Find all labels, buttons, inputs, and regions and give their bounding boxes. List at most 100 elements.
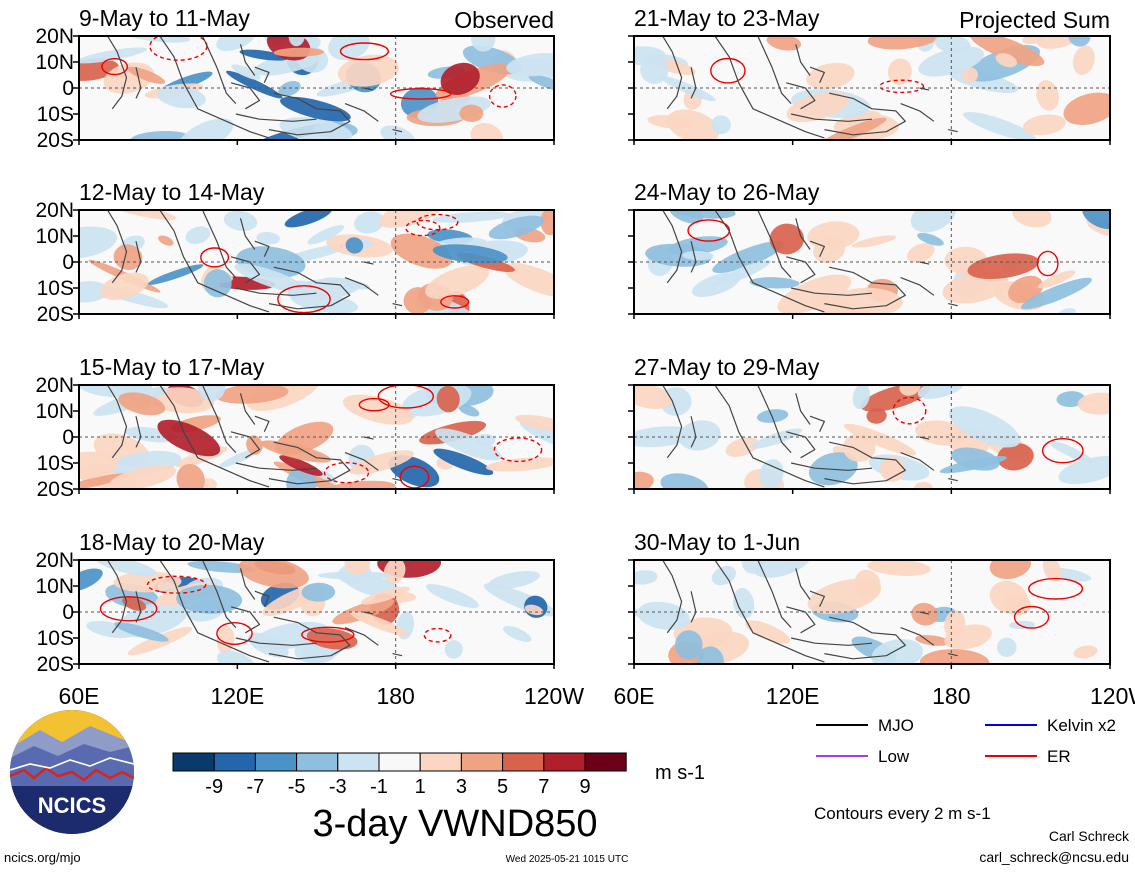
- positive-anomaly: [348, 450, 414, 475]
- coastline: [757, 385, 792, 454]
- panel-group-label: Observed: [454, 7, 554, 33]
- latitude-label: 0: [62, 77, 74, 100]
- coastline: [268, 441, 351, 485]
- negative-anomaly: [1081, 210, 1110, 230]
- positive-anomaly: [745, 620, 791, 644]
- coastline: [239, 44, 256, 76]
- positive-anomaly: [806, 62, 855, 90]
- panel-4: 18-May to 20-May: [73, 529, 555, 669]
- latitude-label: 10S: [37, 627, 74, 650]
- positive-anomaly: [332, 598, 395, 625]
- negative-anomaly: [917, 385, 966, 400]
- positive-anomaly: [485, 457, 554, 472]
- panel-8: 30-May to 1-Jun: [628, 529, 1111, 669]
- er-contour: [200, 247, 230, 268]
- er-contour: [301, 626, 355, 643]
- panel-period: 12-May to 14-May: [79, 179, 265, 205]
- coastlines: [106, 210, 403, 313]
- positive-anomaly: [634, 385, 673, 410]
- coastline: [900, 277, 935, 296]
- legend-item: MJO: [816, 716, 914, 735]
- legend-item: Kelvin x2: [985, 716, 1116, 735]
- coastline: [786, 606, 816, 634]
- coastline: [239, 568, 256, 600]
- panel-period: 18-May to 20-May: [79, 529, 265, 555]
- positive-anomaly: [260, 440, 331, 463]
- er-contour: [440, 295, 470, 309]
- positive-anomaly: [344, 560, 371, 576]
- positive-anomaly: [79, 473, 128, 489]
- positive-anomaly: [995, 53, 1017, 68]
- coastlines: [662, 560, 958, 663]
- positive-anomaly: [273, 47, 325, 57]
- coastline: [662, 385, 683, 459]
- coastline: [239, 393, 256, 425]
- coastline: [757, 36, 792, 105]
- negative-anomaly: [674, 630, 703, 660]
- coastline: [824, 441, 906, 485]
- coastline: [948, 129, 958, 133]
- positive-anomaly: [807, 221, 860, 250]
- legend-label: Low: [878, 747, 910, 766]
- coastlines: [662, 385, 958, 488]
- positive-anomaly: [425, 265, 490, 299]
- latitude-label: 20S: [37, 129, 74, 152]
- legend: MJO Kelvin x2 Low ER: [816, 716, 1116, 766]
- negative-anomaly: [216, 36, 256, 52]
- er-contour: [405, 219, 441, 237]
- negative-anomaly: [712, 241, 784, 274]
- negative-anomaly: [231, 64, 261, 80]
- positive-anomaly: [360, 586, 410, 605]
- coastline: [795, 568, 811, 600]
- panel-7: 27-May to 29-May: [628, 354, 1111, 494]
- coastline: [254, 66, 270, 84]
- er-contour: [101, 57, 129, 76]
- negative-anomaly: [917, 232, 944, 246]
- coastline: [795, 393, 811, 425]
- positive-anomaly: [942, 270, 1009, 304]
- er-contour: [358, 397, 390, 412]
- negative-anomaly: [345, 237, 364, 254]
- longitude-label: 120W: [524, 683, 584, 709]
- er-contour: [146, 575, 207, 594]
- coastline: [235, 287, 317, 296]
- coastlines: [662, 36, 958, 139]
- coastline: [790, 462, 873, 471]
- coastline: [392, 129, 403, 133]
- coastline: [230, 256, 261, 284]
- negative-anomaly: [1021, 277, 1092, 310]
- coastline: [344, 103, 379, 122]
- coastline: [786, 431, 816, 459]
- positive-anomaly: [403, 287, 432, 314]
- colorbar-swatch: [337, 752, 380, 772]
- negative-anomaly: [733, 587, 755, 619]
- timestamp: Wed 2025-05-21 1015 UTC: [506, 854, 629, 865]
- er-contour: [416, 213, 459, 231]
- coastline: [948, 303, 958, 307]
- negative-anomaly: [711, 565, 737, 586]
- coastline: [392, 478, 403, 482]
- positive-anomaly: [887, 58, 912, 85]
- coastline: [714, 210, 825, 313]
- panel-2: 12-May to 14-May: [73, 179, 555, 319]
- colorbar-label: 7: [538, 776, 549, 798]
- coastline: [919, 436, 930, 440]
- er-contour: [277, 285, 331, 314]
- coastline: [809, 415, 825, 433]
- negative-anomaly: [634, 570, 658, 585]
- negative-anomaly: [226, 70, 283, 99]
- longitude-label: 60E: [59, 683, 100, 709]
- legend-label: MJO: [878, 716, 914, 735]
- negative-anomaly: [910, 210, 957, 233]
- panel-6: 24-May to 26-May: [628, 179, 1111, 319]
- coastline: [235, 113, 317, 122]
- longitude-label: 120E: [766, 683, 820, 709]
- coastline: [159, 210, 270, 313]
- coastline: [714, 560, 825, 663]
- colorbar: -9 -7 -5 -3 -1 1 3 5 7 9: [172, 752, 627, 798]
- coastline: [392, 653, 403, 657]
- latitude-label: 20N: [35, 25, 74, 48]
- coastline: [824, 616, 906, 660]
- coastline: [919, 611, 930, 615]
